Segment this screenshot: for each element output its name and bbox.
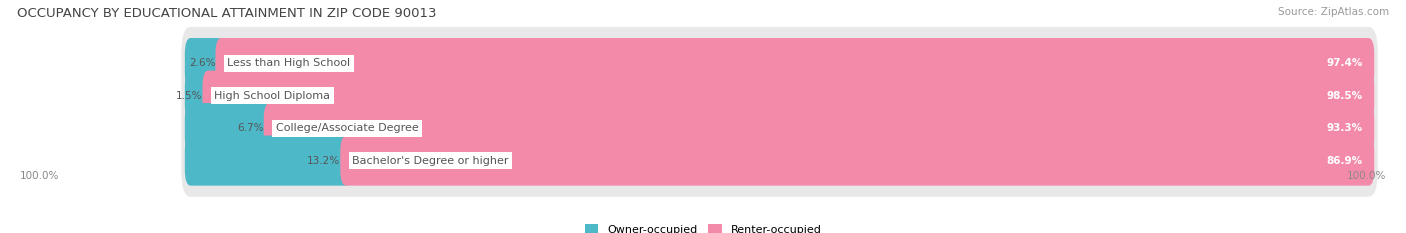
Text: 1.5%: 1.5% bbox=[176, 91, 202, 101]
Text: 100.0%: 100.0% bbox=[20, 171, 59, 181]
Text: 86.9%: 86.9% bbox=[1326, 156, 1362, 166]
FancyBboxPatch shape bbox=[215, 38, 1374, 88]
Text: OCCUPANCY BY EDUCATIONAL ATTAINMENT IN ZIP CODE 90013: OCCUPANCY BY EDUCATIONAL ATTAINMENT IN Z… bbox=[17, 7, 436, 20]
Text: Less than High School: Less than High School bbox=[228, 58, 350, 68]
FancyBboxPatch shape bbox=[184, 136, 352, 186]
Text: 97.4%: 97.4% bbox=[1326, 58, 1362, 68]
Text: 2.6%: 2.6% bbox=[188, 58, 215, 68]
Text: 100.0%: 100.0% bbox=[1347, 171, 1386, 181]
Legend: Owner-occupied, Renter-occupied: Owner-occupied, Renter-occupied bbox=[585, 224, 821, 233]
FancyBboxPatch shape bbox=[202, 71, 1374, 121]
Text: 98.5%: 98.5% bbox=[1326, 91, 1362, 101]
Text: 93.3%: 93.3% bbox=[1326, 123, 1362, 133]
Text: 13.2%: 13.2% bbox=[307, 156, 340, 166]
Text: Bachelor's Degree or higher: Bachelor's Degree or higher bbox=[352, 156, 509, 166]
FancyBboxPatch shape bbox=[181, 27, 1378, 99]
FancyBboxPatch shape bbox=[181, 92, 1378, 164]
Text: College/Associate Degree: College/Associate Degree bbox=[276, 123, 418, 133]
FancyBboxPatch shape bbox=[184, 38, 228, 88]
Text: 6.7%: 6.7% bbox=[238, 123, 264, 133]
FancyBboxPatch shape bbox=[184, 71, 214, 121]
Text: High School Diploma: High School Diploma bbox=[214, 91, 330, 101]
FancyBboxPatch shape bbox=[264, 103, 1374, 153]
FancyBboxPatch shape bbox=[181, 59, 1378, 132]
FancyBboxPatch shape bbox=[184, 103, 276, 153]
Text: Source: ZipAtlas.com: Source: ZipAtlas.com bbox=[1278, 7, 1389, 17]
FancyBboxPatch shape bbox=[181, 124, 1378, 197]
FancyBboxPatch shape bbox=[340, 136, 1374, 186]
